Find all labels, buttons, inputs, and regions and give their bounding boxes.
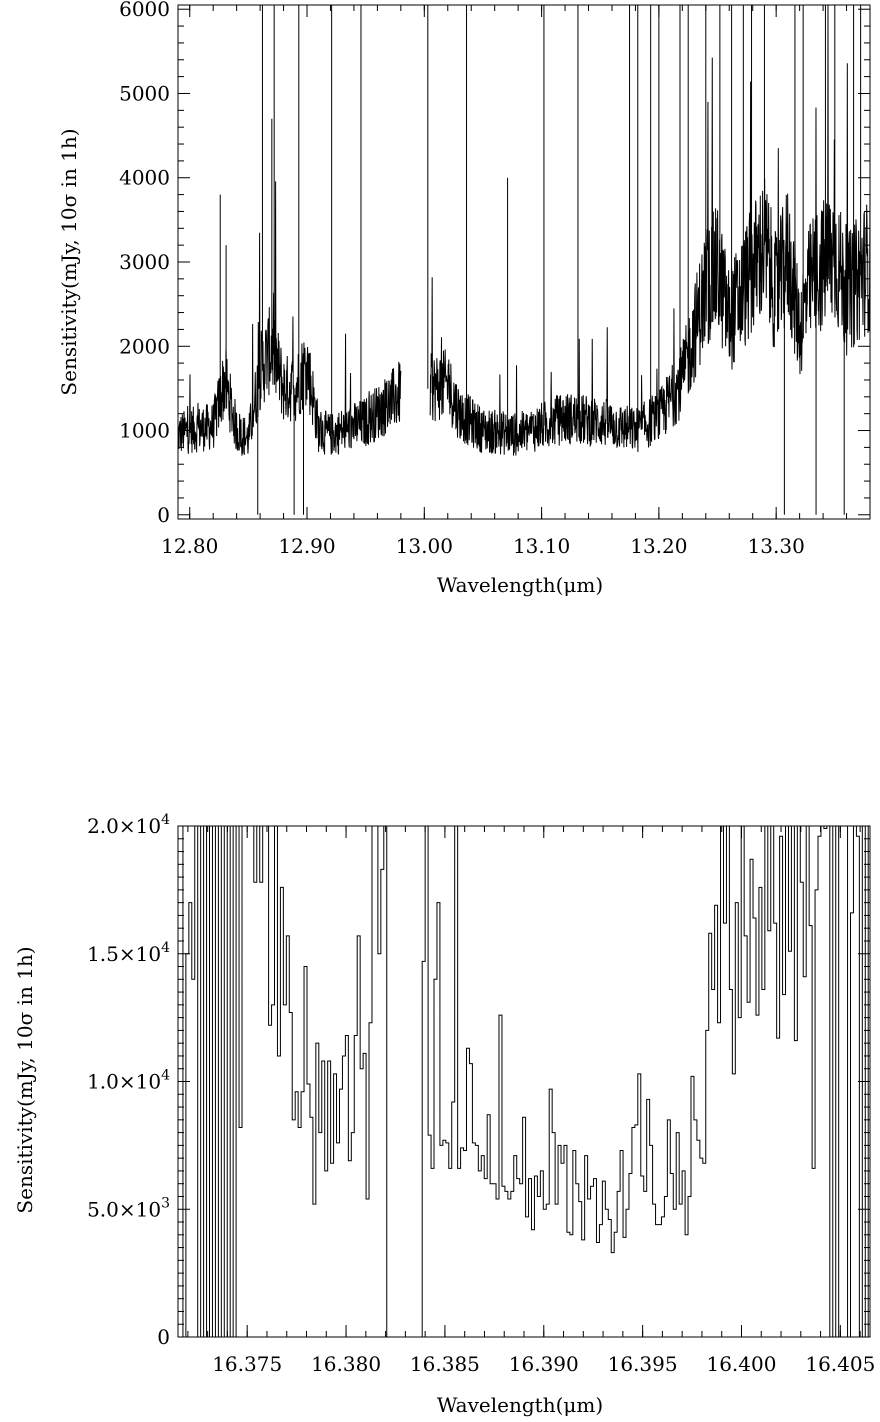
bottom-x-axis-title: Wavelength(μm) xyxy=(437,1393,603,1417)
top-series xyxy=(177,4,871,515)
bottom-y-tick-label-mantissa: 1.5×10 xyxy=(87,942,161,966)
top-y-tick-label: 4000 xyxy=(119,166,170,190)
top-series-line xyxy=(429,4,871,456)
bottom-y-tick-label-exponent: 4 xyxy=(161,1068,170,1084)
top-y-axis-title: Sensitivity(mJy, 10σ in 1h) xyxy=(57,128,81,395)
top-y-tick-label: 2000 xyxy=(119,334,170,358)
chart-top: Sensitivity(mJy, 10σ in 1h) Wavelength(μ… xyxy=(57,0,871,597)
top-x-axis-title: Wavelength(μm) xyxy=(437,573,603,597)
top-y-tick-label-mantissa: 6000 xyxy=(119,0,170,21)
bottom-ticks xyxy=(178,825,870,1338)
top-x-tick-label: 12.90 xyxy=(278,534,335,558)
top-plot-frame xyxy=(177,4,871,520)
top-y-tick-label-mantissa: 1000 xyxy=(119,419,170,443)
chart-bottom: Sensitivity(mJy, 10σ in 1h) Wavelength(μ… xyxy=(13,812,875,1417)
top-y-tick-label: 0 xyxy=(157,503,170,527)
bottom-y-tick-label: 5.0×103 xyxy=(87,1195,170,1221)
top-x-tick-label: 13.30 xyxy=(748,534,805,558)
bottom-y-tick-label-mantissa: 1.0×10 xyxy=(87,1070,161,1094)
bottom-x-tick-label: 16.390 xyxy=(509,1352,579,1376)
bottom-x-tick-label: 16.395 xyxy=(608,1352,678,1376)
bottom-x-tick-label: 16.380 xyxy=(311,1352,381,1376)
top-y-tick-label: 5000 xyxy=(119,81,170,105)
bottom-x-tick-label: 16.385 xyxy=(410,1352,480,1376)
bottom-x-tick-label: 16.375 xyxy=(212,1352,282,1376)
bottom-y-tick-label: 1.5×104 xyxy=(87,940,170,966)
bottom-tick-labels: 16.375 16.380 16.385 16.390 16.395 16.400 16.4… xyxy=(87,812,875,1376)
top-x-tick-label: 13.20 xyxy=(630,534,687,558)
bottom-y-tick-label-exponent: 4 xyxy=(161,940,170,956)
top-series-line xyxy=(177,181,402,456)
top-x-tick-label: 12.80 xyxy=(161,534,218,558)
bottom-y-tick-label: 0 xyxy=(157,1325,170,1349)
bottom-y-axis-title: Sensitivity(mJy, 10σ in 1h) xyxy=(13,946,37,1213)
top-y-tick-label: 1000 xyxy=(119,419,170,443)
top-tick-labels: 12.80 12.90 13.00 13.10 13.20 13.30 0 1000 2000 3… xyxy=(119,0,805,558)
top-y-tick-label-mantissa: 0 xyxy=(157,503,170,527)
top-x-tick-label: 13.10 xyxy=(513,534,570,558)
bottom-series-line xyxy=(179,826,870,1337)
bottom-plot-frame xyxy=(177,825,871,1338)
top-y-tick-label: 3000 xyxy=(119,250,170,274)
bottom-y-tick-label: 2.0×104 xyxy=(87,812,170,838)
top-y-tick-label-mantissa: 2000 xyxy=(119,334,170,358)
bottom-y-tick-label-exponent: 4 xyxy=(161,812,170,828)
bottom-x-tick-label: 16.405 xyxy=(805,1352,875,1376)
bottom-y-tick-label-mantissa: 0 xyxy=(157,1325,170,1349)
bottom-y-tick-label-exponent: 3 xyxy=(161,1195,170,1211)
bottom-y-tick-label: 1.0×104 xyxy=(87,1068,170,1094)
top-y-tick-label-mantissa: 3000 xyxy=(119,250,170,274)
bottom-series xyxy=(179,826,870,1337)
bottom-y-tick-label-mantissa: 5.0×10 xyxy=(87,1197,161,1221)
top-y-tick-label-mantissa: 4000 xyxy=(119,166,170,190)
top-y-tick-label: 6000 xyxy=(119,0,170,21)
bottom-x-tick-label: 16.400 xyxy=(706,1352,776,1376)
bottom-y-tick-label-mantissa: 2.0×10 xyxy=(87,814,161,838)
top-x-tick-label: 13.00 xyxy=(396,534,453,558)
top-y-tick-label-mantissa: 5000 xyxy=(119,81,170,105)
